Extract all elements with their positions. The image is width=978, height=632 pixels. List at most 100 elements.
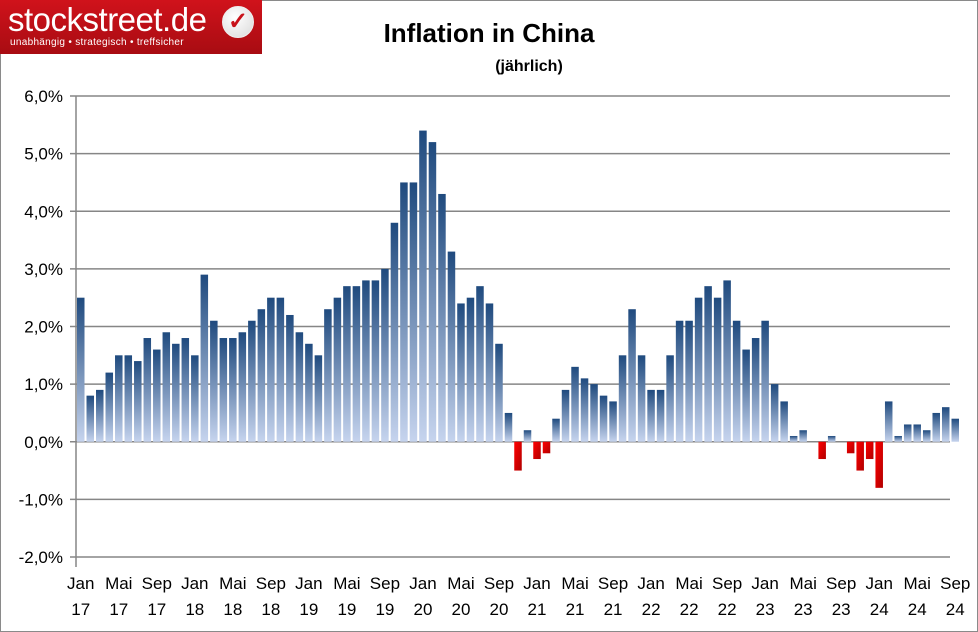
x-tick-year: 18 [223, 600, 242, 619]
x-tick-month: Sep [484, 574, 514, 593]
bar-2017-05 [115, 355, 123, 442]
chart-subtitle: (jährlich) [495, 58, 563, 75]
bar-2017-04 [105, 372, 114, 442]
bar-2018-04 [219, 338, 228, 442]
bar-2023-07 [818, 441, 826, 460]
bar-2020-04 [447, 251, 456, 442]
x-tick-month: Mai [904, 574, 931, 593]
bar-2018-08 [257, 309, 266, 442]
y-tick-label: -1,0% [19, 490, 63, 509]
x-tick-year: 17 [147, 600, 166, 619]
x-tick-month: Jan [181, 574, 208, 593]
bar-2019-08 [371, 280, 380, 442]
bar-2023-04 [789, 435, 798, 442]
bar-2018-03 [210, 320, 218, 442]
bar-2023-12 [865, 441, 874, 460]
bar-2020-06 [466, 297, 475, 442]
bar-2017-01 [77, 297, 85, 442]
x-tick-year: 20 [490, 600, 509, 619]
chart-title: Inflation in China [383, 18, 595, 48]
x-tick-year: 20 [452, 600, 471, 619]
y-tick-label: 6,0% [24, 87, 63, 106]
x-tick-year: 17 [109, 600, 128, 619]
x-tick-year: 24 [870, 600, 889, 619]
bar-2022-06 [694, 297, 703, 442]
x-tick-month: Mai [789, 574, 816, 593]
x-tick-year: 22 [680, 600, 699, 619]
y-tick-label: 4,0% [24, 202, 63, 221]
bar-2022-01 [647, 389, 655, 442]
bar-2022-09 [723, 280, 731, 442]
bar-2017-11 [172, 343, 180, 442]
stockstreet-logo[interactable]: stockstreet.de unabhängig • strategisch … [0, 0, 262, 54]
bar-2018-11 [286, 314, 294, 442]
bar-2022-08 [713, 297, 722, 442]
y-tick-label: 2,0% [24, 318, 63, 337]
x-tick-month: Jan [751, 574, 778, 593]
y-tick-label: 5,0% [24, 145, 63, 164]
x-tick-month: Mai [447, 574, 474, 593]
logo-name: stockstreet.de [8, 1, 207, 38]
bar-2020-10 [504, 412, 513, 442]
bar-2018-12 [295, 332, 304, 442]
bar-2021-11 [628, 309, 636, 442]
bar-2021-09 [609, 401, 617, 442]
x-tick-year: 24 [946, 600, 965, 619]
bar-2020-11 [514, 441, 522, 471]
bar-2022-05 [685, 320, 693, 442]
bar-2020-05 [457, 303, 465, 442]
x-tick-year: 19 [337, 600, 356, 619]
bar-2020-07 [476, 286, 484, 442]
bar-2023-02 [770, 384, 779, 442]
y-tick-label: 1,0% [24, 375, 63, 394]
x-tick-month: Sep [142, 574, 172, 593]
bar-2017-07 [134, 361, 142, 442]
bar-2019-02 [314, 355, 323, 442]
bar-2021-12 [637, 355, 646, 442]
bar-2020-12 [523, 430, 532, 442]
bar-2017-12 [181, 338, 190, 442]
bar-2021-01 [533, 441, 541, 460]
x-tick-month: Sep [598, 574, 628, 593]
x-tick-month: Mai [333, 574, 360, 593]
bar-2019-05 [343, 286, 351, 442]
y-tick-label: 3,0% [24, 260, 63, 279]
bar-2019-11 [400, 182, 408, 442]
bar-2021-05 [571, 366, 579, 442]
bar-2023-11 [856, 441, 864, 471]
x-tick-year: 23 [794, 600, 813, 619]
bar-2019-06 [352, 286, 361, 442]
bar-2018-01 [191, 355, 199, 442]
bar-2017-02 [86, 395, 95, 442]
x-tick-month: Mai [675, 574, 702, 593]
bar-2019-03 [324, 309, 332, 442]
bar-2020-02 [428, 142, 437, 442]
bar-2020-03 [438, 193, 446, 442]
bar-2024-09 [951, 418, 959, 442]
x-tick-month: Jan [67, 574, 94, 593]
bar-2022-07 [704, 286, 712, 442]
bar-2020-01 [419, 130, 427, 442]
x-tick-month: Sep [370, 574, 400, 593]
x-tick-year: 20 [413, 600, 432, 619]
bar-2024-02 [884, 401, 893, 442]
bar-2018-02 [200, 274, 209, 442]
x-tick-month: Sep [826, 574, 856, 593]
bar-2021-07 [590, 384, 598, 442]
x-tick-month: Sep [256, 574, 286, 593]
bar-2024-08 [941, 407, 950, 442]
bar-2021-10 [618, 355, 627, 442]
x-tick-year: 21 [604, 600, 623, 619]
bar-2019-07 [362, 280, 370, 442]
bar-2018-07 [248, 320, 256, 442]
bar-2020-08 [485, 303, 494, 442]
x-tick-year: 19 [299, 600, 318, 619]
x-tick-month: Mai [105, 574, 132, 593]
bar-2019-10 [390, 222, 399, 442]
x-tick-year: 18 [261, 600, 280, 619]
bar-2023-05 [799, 430, 807, 442]
x-tick-year: 23 [756, 600, 775, 619]
x-tick-month: Mai [219, 574, 246, 593]
